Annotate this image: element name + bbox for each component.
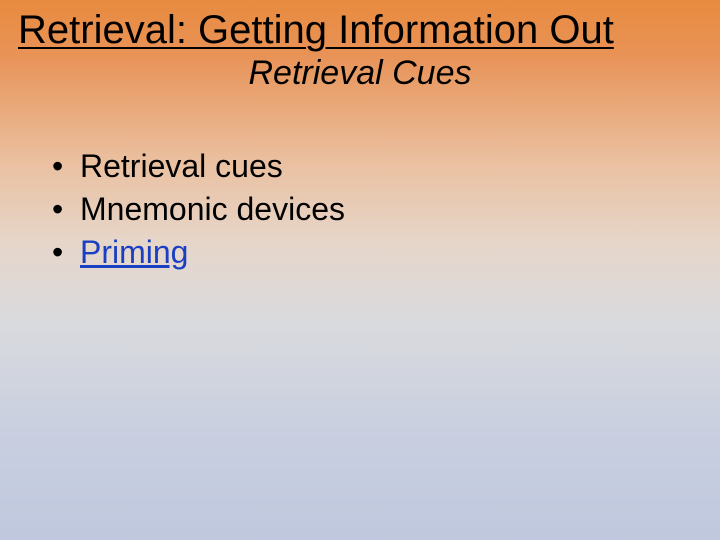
list-item: • Retrieval cues bbox=[52, 145, 702, 188]
list-item-text: Retrieval cues bbox=[80, 145, 283, 188]
slide-subtitle: Retrieval Cues bbox=[18, 54, 702, 93]
list-item: • Priming bbox=[52, 231, 702, 274]
bullet-icon: • bbox=[52, 231, 80, 274]
list-item-text: Mnemonic devices bbox=[80, 188, 345, 231]
list-item-link[interactable]: Priming bbox=[80, 231, 188, 274]
slide: Retrieval: Getting Information Out Retri… bbox=[0, 0, 720, 540]
bullet-icon: • bbox=[52, 188, 80, 231]
bullet-icon: • bbox=[52, 145, 80, 188]
slide-title: Retrieval: Getting Information Out bbox=[18, 8, 702, 52]
list-item: • Mnemonic devices bbox=[52, 188, 702, 231]
bullet-list: • Retrieval cues • Mnemonic devices • Pr… bbox=[18, 145, 702, 275]
